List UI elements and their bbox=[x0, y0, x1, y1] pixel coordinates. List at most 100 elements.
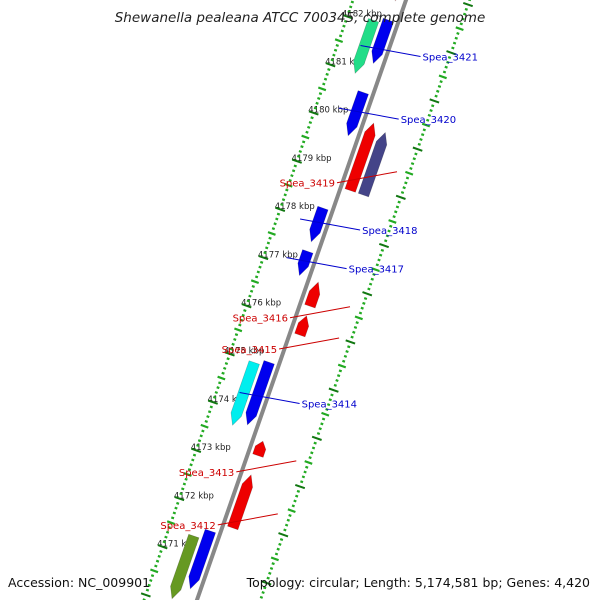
left-rail-tick bbox=[343, 354, 348, 358]
kbp-tick-label: 4181 kbp bbox=[325, 58, 365, 68]
gene-arrow[interactable] bbox=[188, 528, 216, 590]
right-rail-tick bbox=[325, 62, 336, 68]
gene-label-leader bbox=[217, 513, 278, 526]
right-rail-tick bbox=[212, 395, 217, 399]
right-rail-tick bbox=[322, 82, 326, 86]
gene-label-leader bbox=[239, 392, 300, 404]
left-rail-tick bbox=[330, 393, 334, 397]
left-rail-tick bbox=[409, 166, 413, 170]
gene-arrow[interactable] bbox=[371, 17, 394, 65]
kbp-ticks-layer: 4182 kbp 4181 kbp 4180 kbp 4179 kbp 4178 kbp… bbox=[157, 9, 382, 549]
right-rail-tick bbox=[207, 410, 212, 414]
right-rail-tick bbox=[285, 188, 289, 192]
right-rail-tick bbox=[162, 540, 166, 544]
gene-arrow[interactable] bbox=[344, 122, 376, 193]
gene-arrow[interactable] bbox=[309, 205, 329, 243]
left-rail-tick bbox=[350, 335, 354, 339]
right-rail-tick bbox=[224, 362, 229, 366]
right-rail-tick bbox=[258, 254, 269, 261]
right-rail-tick bbox=[333, 48, 338, 52]
left-rail-tick bbox=[378, 253, 383, 257]
right-rail-tick bbox=[201, 429, 205, 433]
left-rail-tick bbox=[266, 576, 270, 580]
right-rail-tick bbox=[330, 58, 334, 62]
gene-arrow[interactable] bbox=[394, 0, 423, 2]
right-rail-tick bbox=[313, 106, 318, 110]
gene-arrow[interactable] bbox=[304, 281, 321, 309]
left-rail-tick bbox=[419, 137, 423, 142]
left-rail-tick bbox=[335, 378, 339, 383]
right-rail-tick bbox=[167, 525, 171, 529]
left-rail-tick bbox=[279, 538, 284, 542]
right-rail-tick bbox=[239, 318, 244, 322]
left-rail-tick bbox=[328, 387, 339, 393]
right-rail-tick bbox=[191, 447, 202, 453]
gene-labels-layer: Spea_3423Spea_3421Spea_3420Spea_3419Spea… bbox=[160, 45, 478, 532]
right-rail-tick bbox=[165, 530, 170, 534]
left-rail-tick bbox=[367, 287, 371, 291]
left-rail-tick bbox=[464, 7, 468, 11]
gene-label: Spea_3417 bbox=[349, 265, 404, 276]
left-rail-tick bbox=[263, 586, 267, 590]
right-rail-tick bbox=[176, 501, 180, 505]
right-rail-tick bbox=[275, 206, 286, 212]
kbp-tick-label: 4179 kbp bbox=[292, 154, 332, 164]
gene-label: Spea_3414 bbox=[302, 400, 357, 411]
kbp-tick-label: 4172 kbp bbox=[174, 491, 214, 501]
right-rail-tick bbox=[305, 130, 309, 134]
left-rail-tick bbox=[337, 363, 347, 369]
right-rail-tick bbox=[150, 574, 155, 578]
right-rail-tick bbox=[234, 333, 239, 337]
left-rail-tick bbox=[303, 470, 307, 474]
left-rail-tick bbox=[412, 157, 416, 161]
right-rail-tick bbox=[256, 270, 260, 274]
left-rail-tick bbox=[392, 215, 396, 219]
gene-arrow[interactable] bbox=[230, 360, 260, 426]
right-rail-tick bbox=[217, 375, 226, 381]
right-rail-tick bbox=[265, 246, 269, 250]
left-rail-tick bbox=[360, 306, 364, 310]
right-rail-tick bbox=[155, 559, 160, 563]
right-rail-tick bbox=[218, 381, 222, 385]
left-rail-tick bbox=[427, 113, 432, 117]
gene-label-leader bbox=[289, 306, 351, 319]
gene-arrow[interactable] bbox=[353, 18, 380, 74]
right-rail-tick bbox=[350, 0, 355, 4]
left-rail-tick bbox=[447, 56, 452, 60]
gene-arrow[interactable] bbox=[252, 440, 267, 458]
gene-arrow[interactable] bbox=[346, 90, 369, 137]
right-rail-tick bbox=[164, 535, 168, 539]
gene-arrow[interactable] bbox=[294, 315, 310, 338]
gene-arrow[interactable] bbox=[170, 533, 200, 600]
gene-label: Spea_3419 bbox=[280, 179, 335, 190]
gene-arrow[interactable] bbox=[245, 360, 275, 426]
gene-arrow[interactable] bbox=[227, 474, 253, 531]
right-rail-tick bbox=[334, 38, 344, 44]
right-rail-tick bbox=[182, 482, 187, 486]
left-rail-tick bbox=[287, 508, 296, 514]
left-rail-tick bbox=[301, 475, 306, 479]
left-rail-tick bbox=[437, 84, 442, 88]
left-rail-tick bbox=[284, 523, 289, 527]
left-rail-tick bbox=[296, 489, 301, 493]
right-rail-tick bbox=[149, 578, 153, 582]
left-rail-tick bbox=[326, 403, 331, 407]
right-rail-tick bbox=[170, 516, 175, 520]
left-rail-tick bbox=[372, 272, 376, 276]
gene-arrow[interactable] bbox=[297, 249, 314, 277]
gene-arrow[interactable] bbox=[357, 131, 388, 198]
left-rail-tick bbox=[313, 441, 317, 445]
right-rail-tick bbox=[275, 217, 279, 221]
right-rail-tick bbox=[342, 24, 346, 28]
right-rail-tick bbox=[343, 19, 348, 23]
left-rail-tick bbox=[394, 210, 398, 214]
right-rail-tick bbox=[266, 241, 271, 245]
right-rail-tick bbox=[347, 10, 351, 14]
left-rail-tick bbox=[261, 580, 272, 586]
left-rail-tick bbox=[384, 239, 388, 243]
right-rail-tick bbox=[248, 294, 252, 298]
left-rail-tick bbox=[347, 345, 351, 349]
left-rail-tick bbox=[286, 518, 290, 522]
kbp-tick-label: 4182 kbp bbox=[342, 9, 382, 19]
right-rail-tick bbox=[209, 405, 213, 409]
